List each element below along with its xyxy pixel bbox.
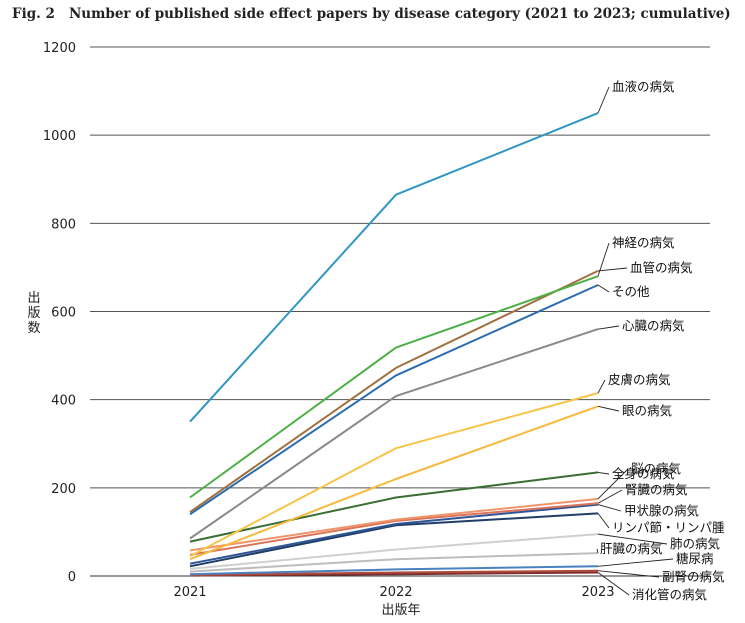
series-label: リンパ節・リンパ腫 xyxy=(612,520,725,535)
label-leader-line xyxy=(597,513,610,529)
y-tick-label: 1200 xyxy=(43,41,76,56)
label-leader-line xyxy=(597,558,674,567)
figure-title-text: Number of published side effect papers b… xyxy=(68,6,731,22)
series-line xyxy=(189,392,599,558)
label-leader-line xyxy=(597,570,660,578)
label-leader-line xyxy=(597,405,620,412)
figure-label: Fig. 2 xyxy=(12,6,55,22)
series-line xyxy=(189,328,599,540)
series-line xyxy=(189,512,599,568)
label-leaders xyxy=(596,86,674,596)
series-label: 眼の病気 xyxy=(622,403,672,418)
y-tick-label: 400 xyxy=(51,394,76,409)
label-leader-line xyxy=(597,489,623,504)
y-axis-label: 出版数 xyxy=(27,291,40,336)
label-leader-line xyxy=(597,284,610,293)
label-leader-line xyxy=(597,267,628,272)
series-label: 血管の病気 xyxy=(630,260,693,275)
figure-title: Fig. 2 Number of published side effect pa… xyxy=(12,6,737,22)
y-tick-label: 800 xyxy=(51,217,76,232)
series-label: 心臓の病気 xyxy=(622,318,685,333)
series-label: 糖尿病 xyxy=(676,551,714,566)
label-leader-line xyxy=(597,572,630,596)
series-line xyxy=(189,471,599,543)
x-axis-ticks: 2021 2022 2023 xyxy=(173,585,614,600)
gridlines xyxy=(90,46,710,577)
label-leader-line xyxy=(597,468,629,500)
series-line xyxy=(189,533,599,570)
series-line xyxy=(189,275,599,499)
series-line xyxy=(189,569,599,577)
label-leader-line xyxy=(597,504,622,512)
series-lines xyxy=(189,112,599,577)
label-leader-line xyxy=(597,533,668,545)
y-tick-label: 600 xyxy=(51,306,76,321)
series-line xyxy=(189,502,599,556)
series-label: 肺の病気 xyxy=(670,536,720,551)
series-label: その他 xyxy=(612,284,650,299)
label-leader-line xyxy=(597,325,620,330)
label-leader-line xyxy=(597,242,610,277)
series-line xyxy=(189,565,599,576)
series-line xyxy=(189,552,599,573)
y-tick-label: 200 xyxy=(51,482,76,497)
x-tick-label: 2021 xyxy=(173,585,206,600)
label-leader-line xyxy=(597,379,606,394)
x-tick-label: 2023 xyxy=(581,585,614,600)
y-tick-label: 1000 xyxy=(43,129,76,144)
label-leader-line xyxy=(597,86,610,114)
x-tick-label: 2022 xyxy=(379,585,412,600)
series-label: 腎臓の病気 xyxy=(625,482,688,497)
series-line xyxy=(189,284,599,516)
y-axis-ticks: 0 200 400 600 800 1000 1200 xyxy=(43,41,76,585)
series-line xyxy=(189,497,599,552)
label-leader-line xyxy=(596,548,599,554)
series-line xyxy=(189,269,599,513)
series-label: 神経の病気 xyxy=(612,235,675,250)
label-leader-line xyxy=(597,471,610,475)
x-axis-label: 出版年 xyxy=(381,603,420,618)
series-label: 消化管の病気 xyxy=(632,587,707,602)
series-label: 全身の病気 xyxy=(612,466,675,481)
series-label: 血液の病気 xyxy=(612,79,675,94)
y-tick-label: 0 xyxy=(68,570,76,585)
series-label: 肝臓の病気 xyxy=(600,541,663,556)
series-label: 副腎の病気 xyxy=(662,569,725,584)
series-label: 皮膚の病気 xyxy=(608,372,671,387)
series-line xyxy=(189,112,599,423)
series-label: 脳の病気 xyxy=(631,461,681,476)
series-line xyxy=(189,405,599,561)
series-labels: 血液の病気神経の病気血管の病気その他心臓の病気皮膚の病気眼の病気全身の病気脳の病… xyxy=(600,79,725,602)
series-line xyxy=(189,503,599,565)
series-label: 甲状腺の病気 xyxy=(624,503,699,518)
